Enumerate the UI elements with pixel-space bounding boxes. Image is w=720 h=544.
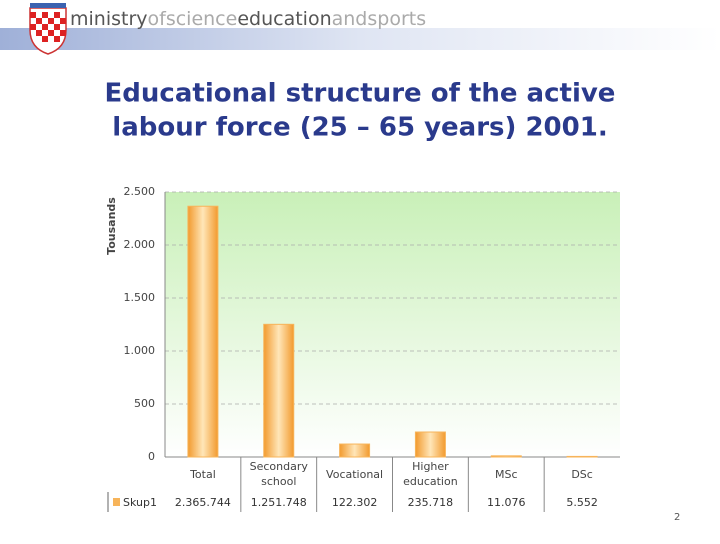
value-label: 235.718	[408, 496, 454, 509]
x-tick-label: Vocational	[326, 468, 383, 481]
x-tick-label: Secondary school	[250, 460, 309, 488]
y-tick-label: 1.000	[124, 344, 156, 357]
bar	[490, 455, 522, 458]
y-tick-label: 500	[134, 397, 155, 410]
x-tick-label: MSc	[495, 468, 518, 481]
legend-swatch	[113, 498, 120, 506]
legend-label: Skup1	[123, 496, 157, 509]
chart: 0 500 1.000 1.500 2.000 2.500 Skup1 Total 2.365.…	[107, 185, 620, 512]
brand: ministryofscienceeducationandsports	[70, 8, 426, 30]
page-number: 2	[674, 512, 680, 523]
brand-part: ministry	[70, 8, 148, 30]
bar	[339, 443, 371, 458]
bar	[414, 431, 446, 458]
header-band	[0, 28, 720, 50]
value-label: 122.302	[332, 496, 378, 509]
value-label: 11.076	[487, 496, 526, 509]
plot-area	[165, 192, 620, 457]
x-tick-label: DSc	[571, 468, 593, 481]
brand-part: education	[237, 8, 331, 30]
value-label: 2.365.744	[175, 496, 231, 509]
bar	[187, 205, 219, 458]
logo	[29, 3, 67, 55]
title-line: Educational structure of the active	[105, 79, 616, 109]
y-tick-label: 2.000	[124, 238, 156, 251]
value-label: 1.251.748	[251, 496, 307, 509]
value-label: 5.552	[566, 496, 598, 509]
x-tick-label: Higher education	[403, 460, 458, 488]
x-tick-label: Total	[189, 468, 216, 481]
title-line: labour force (25 – 65 years) 2001.	[112, 113, 607, 143]
brand-part: andsports	[332, 8, 427, 30]
brand-part: ofscience	[148, 8, 238, 30]
y-axis-label: Tousands	[105, 197, 118, 255]
y-tick-label: 2.500	[124, 185, 156, 198]
bar	[566, 455, 598, 458]
y-tick-label: 0	[148, 450, 155, 463]
bar	[263, 323, 295, 458]
y-tick-label: 1.500	[124, 291, 156, 304]
